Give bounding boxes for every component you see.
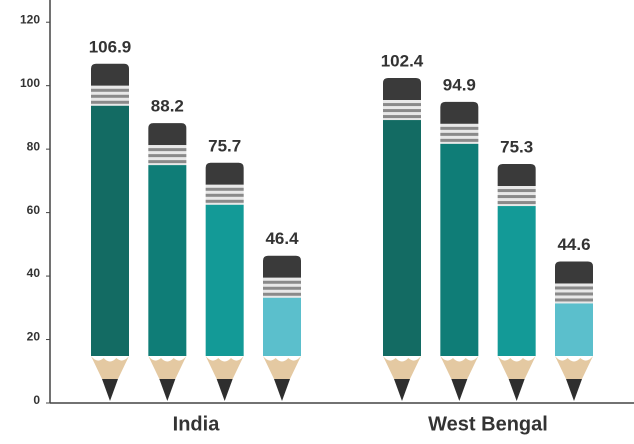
ferrule-stripe <box>263 292 301 296</box>
y-tick-label: 60 <box>27 203 41 217</box>
pencil-wood <box>440 356 479 379</box>
value-label: 102.4 <box>381 52 424 71</box>
ferrule-stripe <box>555 292 593 296</box>
value-label: 46.4 <box>265 229 299 248</box>
x-tick-label: West Bengal <box>428 413 548 435</box>
ferrule-stripe <box>148 160 187 164</box>
y-tick-label: 80 <box>27 139 41 153</box>
ferrule-stripe <box>383 115 421 119</box>
pencil-body <box>440 143 479 356</box>
ferrule-stripe <box>497 195 536 199</box>
pencil-bar <box>497 164 536 401</box>
pencil-wood <box>91 356 129 379</box>
value-label: 106.9 <box>89 37 132 56</box>
ferrule-stripe <box>205 193 244 197</box>
pencil-body <box>383 120 421 356</box>
ferrule-stripe <box>555 298 593 302</box>
pencil-bar <box>263 255 301 401</box>
pencil-bar <box>440 101 479 401</box>
pencil-body <box>555 303 593 356</box>
pencil-bar <box>555 261 593 401</box>
ferrule-stripe <box>497 189 536 193</box>
pencil-tip <box>102 379 118 401</box>
pencil-eraser <box>383 78 421 101</box>
ferrule-stripe <box>263 286 301 290</box>
pencil-tip <box>216 379 233 401</box>
ferrule-stripe <box>555 286 593 290</box>
pencil-tip <box>274 379 290 401</box>
pencil-bar <box>91 63 129 401</box>
pencil-bar <box>383 78 421 401</box>
pencil-bar <box>148 123 187 401</box>
pencil-wood <box>555 356 593 379</box>
pencil-eraser <box>91 63 129 86</box>
pencil-tip <box>394 379 410 401</box>
ferrule-stripe <box>440 132 479 136</box>
pencil-bar <box>205 162 244 401</box>
pencil-tip <box>566 379 582 401</box>
pencil-eraser <box>497 164 536 187</box>
ferrule-stripe <box>205 199 244 203</box>
ferrule-stripe <box>263 280 301 284</box>
pencil-wood <box>383 356 421 379</box>
ferrule-stripe <box>440 126 479 130</box>
ferrule-stripe <box>440 138 479 142</box>
ferrule-stripe <box>91 94 129 98</box>
ferrule-stripe <box>148 154 187 158</box>
pencil-eraser <box>555 261 593 284</box>
pencil-body <box>91 105 129 356</box>
pencil-body <box>263 297 301 356</box>
ferrule-stripe <box>148 148 187 152</box>
pencil-tip <box>508 379 525 401</box>
value-label: 75.3 <box>500 138 533 157</box>
pencil-body <box>148 165 187 356</box>
pencil-body <box>497 206 536 356</box>
y-tick-label: 120 <box>20 12 40 26</box>
value-label: 88.2 <box>151 97 184 116</box>
ferrule-stripe <box>383 103 421 107</box>
ferrule-stripe <box>91 88 129 92</box>
pencil-wood <box>148 356 187 379</box>
pencil-tip <box>159 379 176 401</box>
y-tick-label: 0 <box>33 393 40 407</box>
value-label: 94.9 <box>443 75 476 94</box>
ferrule-stripe <box>91 100 129 104</box>
x-tick-label: India <box>173 413 221 435</box>
pencil-eraser <box>148 123 187 146</box>
y-tick-label: 100 <box>20 76 40 90</box>
pencil-eraser <box>263 255 301 278</box>
value-label: 44.6 <box>557 235 590 254</box>
ferrule-stripe <box>205 187 244 191</box>
ferrule-stripe <box>383 109 421 113</box>
pencil-wood <box>263 356 301 379</box>
y-tick-label: 40 <box>27 266 41 280</box>
pencil-wood <box>205 356 244 379</box>
value-label: 75.7 <box>208 136 241 155</box>
pencil-eraser <box>205 162 244 185</box>
ferrule-stripe <box>497 201 536 205</box>
pencil-body <box>205 204 244 356</box>
pencil-tip <box>451 379 468 401</box>
pencil-wood <box>497 356 536 379</box>
y-tick-label: 20 <box>27 330 41 344</box>
pencil-eraser <box>440 101 479 124</box>
